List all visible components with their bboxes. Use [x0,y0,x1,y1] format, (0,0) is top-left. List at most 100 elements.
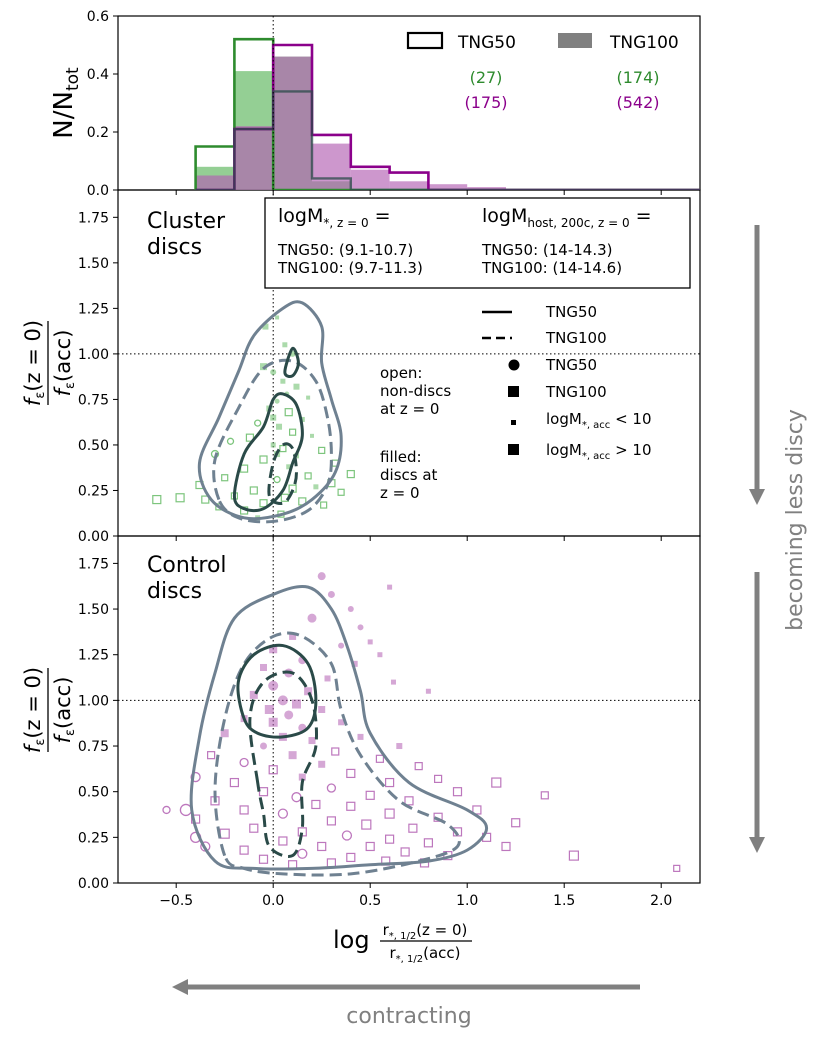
hist-bar-3-0 [195,175,235,190]
cluster-ylabel: fε(z = 0) fε(acc) [21,320,78,406]
hist-ylabel-sub: tot [63,67,83,91]
count-purple-tng50: (175) [464,93,507,112]
count-green-tng50: (27) [470,68,503,87]
control-point-38 [288,751,297,760]
cluster-point-15 [289,428,297,436]
control-point-92 [326,858,336,868]
cluster-point-9 [274,398,280,404]
control-contour-1 [213,631,461,877]
cluster-point-41 [152,494,162,505]
control-point-74 [219,828,230,839]
control-point-59 [311,799,321,810]
control-point-69 [361,819,372,830]
control-point-17 [268,680,279,691]
control-points [162,572,681,872]
control-point-15 [324,675,331,682]
control-title-line1: Control [147,553,227,578]
legend-item-5-tail: > 10 [610,441,651,459]
cluster-point-31 [273,475,281,484]
control-point-57 [404,796,414,806]
cluster-contour-3 [267,442,298,505]
legend-item-5-sub: *, acc [582,451,610,462]
control-ylabel-den-f: f [51,732,75,743]
control-point-50 [326,783,337,793]
cluster-point-18 [226,437,235,445]
control-point-4 [307,613,317,623]
cluster-ylabel-num: fε(z = 0) [21,320,48,406]
cluster-point-29 [304,472,312,480]
xlabel-den: r*, 1/2(acc) [389,944,460,965]
cluster-point-28 [346,469,355,479]
axis-ticks: 0.00.20.40.60.000.250.500.751.001.251.50… [78,9,673,909]
xtick-label-2: 0.5 [359,893,381,909]
control-point-35 [396,743,403,750]
cluster-point-45 [320,501,328,509]
cluster-ylabel-den-f: f [51,385,75,396]
control-point-25 [284,710,294,720]
legend-square-marker [508,386,519,397]
info-right-head: logMhost, 200c, z = 0 = [482,205,652,230]
cluster-ytick-label-7: 1.75 [78,210,109,226]
cluster-point-11 [284,408,293,417]
note-open-2: non-discs [380,382,451,400]
cluster-ytick-label-6: 1.50 [78,256,109,272]
control-ylabel: fε(z = 0) fε(acc) [21,667,78,753]
cluster-title-line1: Cluster [147,209,226,234]
control-point-33 [308,737,316,745]
control-point-88 [346,852,356,863]
control-point-61 [239,805,249,815]
cluster-point-14 [276,423,283,430]
cluster-ylabel-den: fε(acc) [51,330,78,397]
cluster-ytick-label-4: 1.00 [78,347,109,363]
control-point-7 [367,639,373,645]
control-point-10 [377,652,383,658]
control-point-89 [568,850,580,861]
control-point-28 [268,717,278,727]
xlabel-den-r: r [389,944,396,962]
note-open-3: at z = 0 [380,400,439,418]
cluster-point-7 [293,383,300,390]
control-point-55 [291,792,302,803]
cluster-contour-4 [283,346,300,378]
cluster-contour-1 [212,358,333,524]
control-point-37 [207,751,216,760]
control-point-45 [190,771,201,783]
cluster-ytick-label-5: 1.25 [78,301,109,317]
hist-ytick-label-1: 0.2 [87,125,109,141]
control-point-60 [346,801,356,811]
control-point-32 [357,733,364,740]
control-point-86 [297,848,308,859]
control-point-75 [341,830,353,841]
contracting-label: contracting [346,1004,471,1029]
control-point-23 [264,705,274,714]
control-ytick-label-4: 1.00 [78,693,109,709]
legend-small-square-marker [511,420,516,425]
control-point-48 [229,777,239,788]
cluster-ylabel-num-sub: ε [33,392,48,399]
control-point-27 [338,719,345,726]
control-point-90 [258,854,269,864]
cluster-point-1 [262,323,269,330]
xtick-label-3: 1.0 [456,893,478,909]
control-ylabel-den: fε(acc) [51,677,78,744]
cluster-point-21 [318,446,326,455]
cluster-point-27 [240,464,249,473]
control-point-18 [304,687,313,696]
cluster-ytick-label-1: 0.25 [78,483,109,499]
cluster-point-24 [259,455,268,464]
control-ytick-label-7: 1.75 [78,556,109,572]
control-ylabel-num-args: (z = 0) [21,667,45,739]
control-point-95 [673,864,681,872]
cluster-point-44 [259,499,268,508]
xlabel: log r*, 1/2(z = 0) r*, 1/2(acc) [333,921,472,965]
control-contours [189,585,489,877]
control-point-51 [491,777,502,788]
hist-bar-3-5 [389,181,429,190]
hist-ytick-label-0: 0.0 [87,183,109,199]
info-right-head-sub: host, 200c, z = 0 [527,216,629,230]
control-point-58 [540,791,549,800]
cluster-point-51 [270,414,277,421]
control-contour-3 [248,670,319,858]
control-point-70 [249,823,259,833]
xlabel-num-sub: *, 1/2 [389,931,416,942]
